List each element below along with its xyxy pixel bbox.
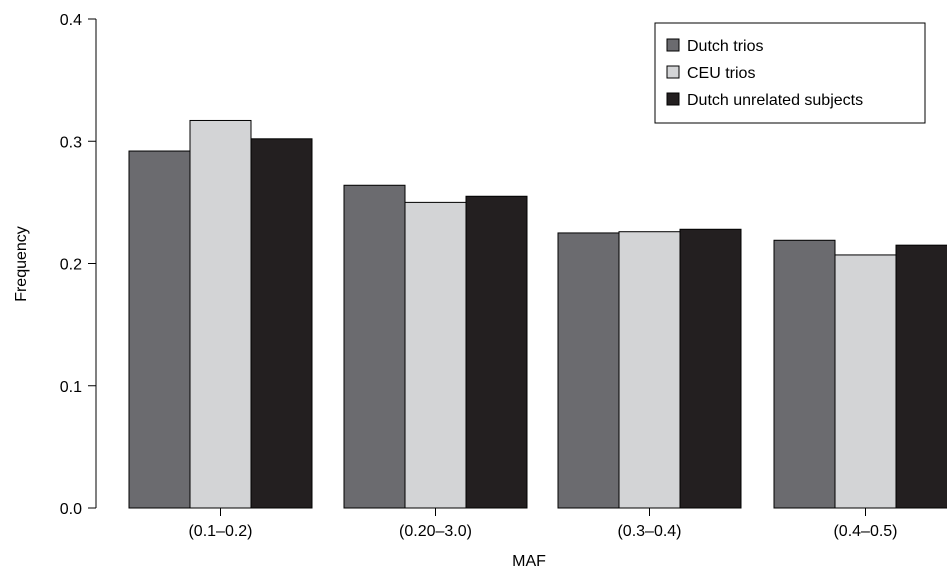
y-tick-label: 0.1 bbox=[60, 379, 82, 396]
legend-label: CEU trios bbox=[687, 65, 755, 82]
y-tick-label: 0.4 bbox=[60, 12, 82, 29]
legend-box bbox=[654, 22, 926, 124]
x-axis: (0.1–0.2) (0.20–3.0) (0.3–0.4) (0.4–0.5) bbox=[188, 508, 898, 540]
bar bbox=[189, 119, 252, 509]
legend-swatch bbox=[666, 92, 680, 106]
bar bbox=[404, 201, 467, 509]
legend-swatch bbox=[666, 38, 680, 52]
bars bbox=[128, 119, 947, 509]
legend-label: Dutch trios bbox=[687, 38, 763, 55]
bar bbox=[834, 254, 897, 509]
bar bbox=[773, 239, 836, 509]
bar bbox=[557, 232, 620, 509]
bar bbox=[618, 231, 681, 509]
x-tick-label: (0.4–0.5) bbox=[833, 523, 897, 540]
y-tick-label: 0.0 bbox=[60, 501, 82, 518]
y-axis: 0.0 0.1 0.2 0.3 0.4 bbox=[60, 12, 97, 518]
x-tick-label: (0.1–0.2) bbox=[188, 523, 252, 540]
legend: Dutch trios CEU trios Dutch unrelated subj… bbox=[654, 22, 926, 124]
bar bbox=[128, 150, 191, 509]
y-axis-label: Frequency bbox=[13, 226, 30, 302]
legend-label: Dutch unrelated subjects bbox=[687, 92, 863, 109]
y-tick-label: 0.3 bbox=[60, 134, 82, 151]
x-axis-label: MAF bbox=[512, 553, 546, 570]
legend-swatch bbox=[666, 65, 680, 79]
bar bbox=[250, 138, 313, 509]
x-tick-label: (0.20–3.0) bbox=[399, 523, 472, 540]
bar bbox=[679, 228, 742, 509]
bar bbox=[465, 195, 528, 509]
y-tick-label: 0.2 bbox=[60, 257, 82, 274]
x-tick-label: (0.3–0.4) bbox=[617, 523, 681, 540]
bar bbox=[895, 244, 947, 509]
bar bbox=[343, 184, 406, 509]
